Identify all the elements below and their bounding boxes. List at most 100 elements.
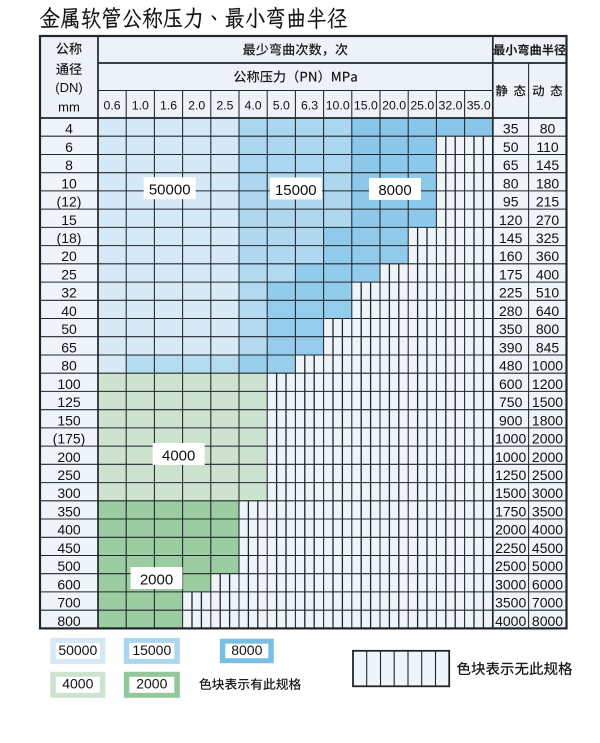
svg-text:250: 250	[57, 467, 81, 483]
svg-text:1.0: 1.0	[132, 99, 149, 113]
svg-text:390: 390	[499, 339, 523, 355]
svg-text:mm: mm	[58, 99, 80, 114]
svg-text:20: 20	[61, 248, 77, 264]
svg-text:32.0: 32.0	[439, 99, 463, 113]
svg-text:35: 35	[503, 121, 519, 137]
svg-text:800: 800	[57, 613, 81, 629]
svg-text:175: 175	[499, 267, 523, 283]
svg-text:25.0: 25.0	[410, 99, 434, 113]
svg-text:1500: 1500	[532, 394, 563, 410]
svg-text:3000: 3000	[495, 576, 526, 592]
svg-text:600: 600	[499, 376, 523, 392]
svg-text:40: 40	[61, 303, 77, 319]
svg-text:2000: 2000	[136, 676, 167, 692]
svg-text:2.0: 2.0	[188, 99, 205, 113]
svg-text:2000: 2000	[495, 522, 526, 538]
svg-text:95: 95	[503, 194, 519, 210]
svg-text:1000: 1000	[532, 358, 563, 374]
svg-text:2.5: 2.5	[216, 99, 233, 113]
svg-text:3500: 3500	[495, 595, 526, 611]
svg-text:700: 700	[57, 595, 81, 611]
svg-text:1250: 1250	[495, 467, 526, 483]
svg-text:200: 200	[57, 449, 81, 465]
svg-text:(12): (12)	[57, 194, 82, 210]
svg-text:450: 450	[57, 540, 81, 556]
svg-text:80: 80	[503, 175, 519, 191]
svg-text:900: 900	[499, 412, 523, 428]
svg-text:110: 110	[536, 139, 559, 155]
svg-text:3500: 3500	[532, 503, 563, 519]
svg-text:640: 640	[536, 303, 560, 319]
svg-text:4000: 4000	[495, 613, 526, 629]
svg-text:750: 750	[499, 394, 523, 410]
svg-text:6.3: 6.3	[301, 99, 318, 113]
svg-text:(DN): (DN)	[55, 80, 82, 95]
svg-text:215: 215	[536, 194, 560, 210]
svg-text:2000: 2000	[532, 449, 563, 465]
svg-text:1.6: 1.6	[160, 99, 177, 113]
svg-text:3000: 3000	[532, 485, 563, 501]
svg-text:2500: 2500	[495, 558, 526, 574]
svg-text:4000: 4000	[532, 522, 563, 538]
svg-text:845: 845	[536, 339, 560, 355]
svg-text:65: 65	[61, 339, 77, 355]
svg-text:4000: 4000	[162, 447, 195, 464]
svg-text:120: 120	[499, 212, 523, 228]
svg-text:1800: 1800	[532, 412, 563, 428]
svg-text:(18): (18)	[57, 230, 82, 246]
svg-text:50: 50	[61, 321, 77, 337]
svg-text:(175): (175)	[53, 431, 86, 447]
svg-text:8000: 8000	[231, 642, 262, 658]
svg-text:80: 80	[540, 121, 556, 137]
svg-text:480: 480	[499, 358, 523, 374]
svg-text:10.0: 10.0	[326, 99, 350, 113]
svg-text:180: 180	[536, 175, 560, 191]
svg-text:5.0: 5.0	[273, 99, 290, 113]
svg-text:400: 400	[57, 522, 81, 538]
svg-text:8000: 8000	[378, 182, 411, 199]
svg-text:15000: 15000	[132, 642, 171, 658]
svg-text:2250: 2250	[495, 540, 526, 556]
svg-text:160: 160	[499, 248, 523, 264]
svg-text:1200: 1200	[532, 376, 563, 392]
svg-text:400: 400	[536, 267, 560, 283]
svg-text:5000: 5000	[532, 558, 563, 574]
svg-text:350: 350	[57, 503, 81, 519]
svg-text:7000: 7000	[532, 595, 563, 611]
svg-text:50: 50	[503, 139, 519, 155]
svg-text:1500: 1500	[495, 485, 526, 501]
svg-text:25: 25	[61, 267, 77, 283]
svg-text:270: 270	[536, 212, 560, 228]
svg-text:4.0: 4.0	[245, 99, 262, 113]
svg-text:65: 65	[503, 157, 519, 173]
svg-text:500: 500	[57, 558, 81, 574]
svg-text:125: 125	[57, 394, 81, 410]
svg-text:35.0: 35.0	[467, 99, 491, 113]
svg-text:2000: 2000	[140, 571, 173, 588]
svg-text:32: 32	[61, 285, 77, 301]
svg-text:150: 150	[57, 412, 81, 428]
svg-text:1750: 1750	[495, 503, 526, 519]
svg-text:4000: 4000	[62, 676, 93, 692]
svg-text:145: 145	[536, 157, 560, 173]
svg-text:15.0: 15.0	[354, 99, 378, 113]
svg-text:145: 145	[499, 230, 523, 246]
svg-text:800: 800	[536, 321, 560, 337]
svg-text:225: 225	[499, 285, 523, 301]
svg-text:80: 80	[61, 358, 77, 374]
svg-text:4500: 4500	[532, 540, 563, 556]
svg-text:4: 4	[65, 121, 73, 137]
svg-text:360: 360	[536, 248, 560, 264]
svg-text:0.6: 0.6	[104, 99, 121, 113]
svg-text:100: 100	[57, 376, 81, 392]
svg-text:10: 10	[61, 175, 77, 191]
svg-text:600: 600	[57, 576, 81, 592]
svg-text:6000: 6000	[532, 576, 563, 592]
svg-text:2000: 2000	[532, 431, 563, 447]
svg-text:510: 510	[536, 285, 560, 301]
svg-text:300: 300	[57, 485, 81, 501]
svg-text:8: 8	[65, 157, 73, 173]
svg-text:50000: 50000	[58, 642, 97, 658]
svg-text:280: 280	[499, 303, 523, 319]
svg-text:2500: 2500	[532, 467, 563, 483]
